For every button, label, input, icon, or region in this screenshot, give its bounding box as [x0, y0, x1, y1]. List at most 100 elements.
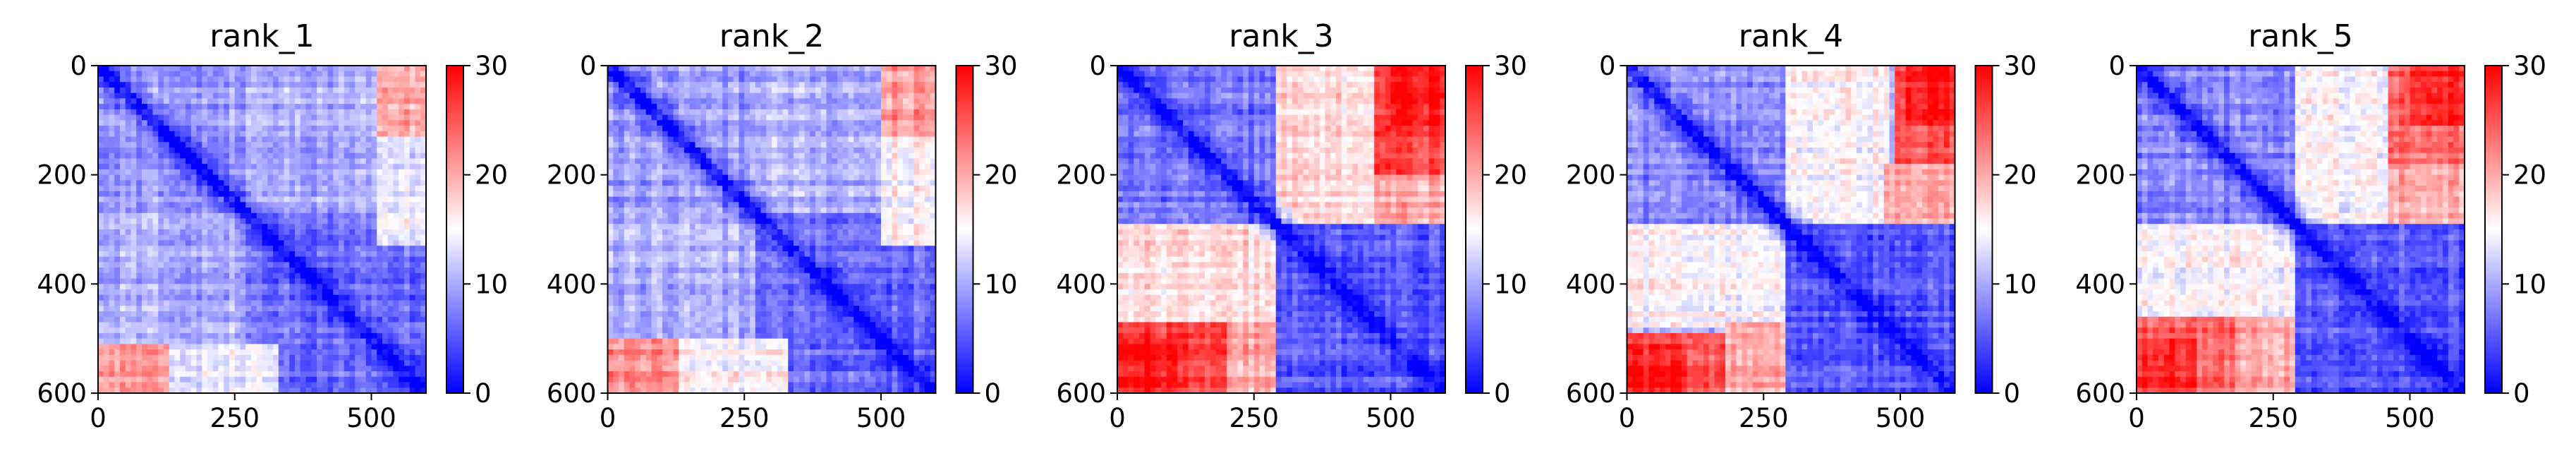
heatmap-cell: [245, 186, 251, 191]
heatmap-cell: [98, 164, 104, 169]
heatmap-cell: [360, 219, 366, 224]
heatmap-cell: [289, 327, 295, 333]
heatmap-cell: [382, 82, 388, 88]
heatmap-cell: [832, 88, 837, 93]
heatmap-cell: [169, 76, 175, 82]
heatmap-cell: [339, 224, 344, 229]
heatmap-cell: [158, 148, 164, 153]
heatmap-cell: [415, 361, 421, 366]
heatmap-cell: [98, 344, 104, 349]
heatmap-cell: [164, 246, 169, 251]
heatmap-cell: [772, 169, 777, 175]
heatmap-cell: [755, 169, 761, 175]
heatmap-cell: [887, 169, 892, 175]
heatmap-cell: [360, 229, 366, 235]
heatmap-cell: [109, 246, 115, 251]
heatmap-cell: [245, 158, 251, 164]
heatmap-cell: [98, 229, 104, 235]
heatmap-cell: [646, 164, 652, 169]
heatmap-cell: [197, 295, 202, 301]
heatmap-cell: [219, 197, 224, 203]
heatmap-cell: [169, 355, 175, 361]
heatmap-cell: [404, 88, 410, 93]
heatmap-cell: [229, 213, 235, 219]
heatmap-cell: [728, 153, 734, 159]
heatmap-cell: [109, 344, 115, 349]
heatmap-cell: [306, 142, 312, 148]
heatmap-cell: [761, 104, 767, 109]
heatmap-cell: [267, 126, 273, 131]
heatmap-cell: [164, 377, 169, 383]
heatmap-cell: [202, 202, 207, 208]
heatmap-cell: [853, 169, 859, 175]
heatmap-cell: [251, 153, 257, 159]
heatmap-cell: [120, 229, 126, 235]
heatmap-cell: [279, 366, 284, 371]
heatmap-cell: [219, 153, 224, 159]
heatmap-cell: [388, 355, 394, 361]
heatmap-cell: [794, 186, 799, 191]
heatmap-cell: [245, 115, 251, 121]
heatmap-cell: [131, 88, 137, 93]
heatmap-cell: [235, 289, 241, 295]
heatmap-cell: [355, 142, 360, 148]
heatmap-cell: [394, 175, 399, 181]
heatmap-cell: [925, 131, 930, 137]
heatmap-cell: [328, 142, 334, 148]
heatmap-cell: [213, 153, 219, 159]
heatmap-cell: [213, 164, 219, 169]
heatmap-cell: [245, 229, 251, 235]
heatmap-cell: [394, 186, 399, 191]
heatmap-cell: [104, 109, 109, 115]
heatmap-cell: [153, 88, 159, 93]
heatmap-cell: [662, 148, 668, 153]
heatmap-cell: [279, 142, 284, 148]
heatmap-cell: [355, 109, 360, 115]
heatmap-cell: [624, 153, 630, 159]
heatmap-cell: [788, 148, 794, 153]
heatmap-cell: [712, 109, 717, 115]
heatmap-cell: [126, 137, 131, 143]
heatmap-cell: [180, 257, 186, 263]
heatmap-cell: [339, 339, 344, 344]
heatmap-cell: [158, 295, 164, 301]
heatmap-cell: [739, 153, 745, 159]
heatmap-cell: [279, 93, 284, 99]
heatmap-cell: [690, 142, 695, 148]
heatmap-cell: [404, 371, 410, 377]
heatmap-cell: [219, 186, 224, 191]
heatmap-cell: [175, 273, 181, 279]
heatmap-cell: [267, 137, 273, 143]
heatmap-cell: [875, 71, 881, 77]
heatmap-cell: [350, 361, 356, 366]
heatmap-cell: [207, 169, 213, 175]
heatmap-cell: [262, 317, 268, 323]
heatmap-cell: [394, 213, 399, 219]
heatmap-cell: [388, 148, 394, 153]
heatmap-cell: [251, 208, 257, 213]
heatmap-cell: [224, 333, 229, 339]
heatmap-cell: [739, 82, 745, 88]
heatmap-cell: [360, 82, 366, 88]
heatmap-cell: [897, 115, 903, 121]
heatmap-cell: [131, 366, 137, 371]
heatmap-cell: [415, 355, 421, 361]
heatmap-cell: [350, 224, 356, 229]
heatmap-cell: [799, 93, 805, 99]
heatmap-cell: [355, 246, 360, 251]
heatmap-cell: [624, 148, 630, 153]
heatmap-cell: [619, 169, 624, 175]
heatmap-cell: [794, 82, 799, 88]
heatmap-cell: [241, 169, 246, 175]
heatmap-cell: [267, 71, 273, 77]
heatmap-cell: [859, 137, 865, 143]
heatmap-cell: [355, 322, 360, 327]
heatmap-cell: [109, 186, 115, 191]
heatmap-cell: [109, 88, 115, 93]
heatmap-cell: [350, 279, 356, 284]
heatmap-cell: [300, 131, 306, 137]
heatmap-cell: [284, 317, 290, 323]
heatmap-cell: [224, 131, 229, 137]
heatmap-cell: [410, 267, 415, 273]
heatmap-cell: [739, 109, 745, 115]
